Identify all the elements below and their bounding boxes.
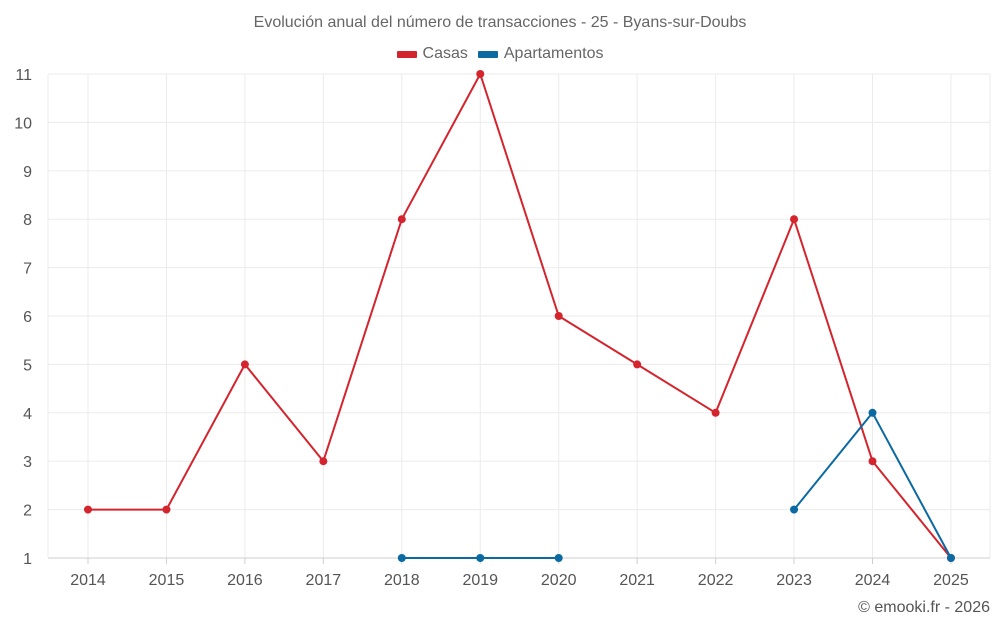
legend-item-apartamentos[interactable]: Apartamentos	[477, 45, 604, 63]
y-tick-label: 2	[23, 503, 32, 520]
data-point-casas	[319, 457, 328, 466]
x-tick-label: 2017	[306, 572, 342, 589]
x-tick-label: 2014	[70, 572, 106, 589]
footer-credit: © emooki.fr - 2026	[858, 599, 990, 616]
x-tick-label: 2023	[776, 572, 812, 589]
y-tick-label: 9	[23, 164, 32, 181]
x-tick-label: 2018	[384, 572, 420, 589]
data-point-casas	[84, 505, 92, 514]
data-point-casas	[240, 360, 249, 369]
y-tick-label: 8	[23, 212, 32, 229]
data-point-casas	[711, 408, 720, 417]
data-point-casas	[476, 70, 485, 78]
y-tick-label: 5	[23, 357, 32, 374]
x-tick-label: 2020	[541, 572, 577, 589]
y-tick-label: 4	[23, 406, 32, 423]
data-point-apartamentos	[476, 554, 485, 562]
y-tick-label: 11	[15, 67, 32, 84]
legend-label-casas: Casas	[422, 45, 468, 62]
legend-item-casas[interactable]: Casas	[396, 45, 468, 63]
x-tick-label: 2021	[619, 572, 655, 589]
y-tick-label: 6	[23, 309, 32, 326]
data-point-casas	[868, 457, 877, 466]
legend-swatch-casas	[396, 50, 417, 58]
data-point-apartamentos	[554, 554, 563, 562]
data-point-apartamentos	[397, 554, 406, 562]
x-tick-label: 2015	[149, 572, 185, 589]
data-point-apartamentos	[790, 505, 799, 514]
legend-swatch-apartamentos	[477, 50, 498, 58]
chart-title: Evolución anual del número de transaccio…	[253, 14, 747, 31]
data-point-casas	[397, 215, 406, 224]
legend-label-apartamentos: Apartamentos	[503, 45, 604, 62]
x-tick-label: 2022	[698, 572, 734, 589]
y-tick-label: 1	[23, 551, 32, 568]
y-tick-label: 7	[23, 261, 32, 278]
y-tick-label: 10	[14, 115, 32, 132]
data-point-casas	[790, 215, 799, 224]
x-tick-label: 2024	[855, 572, 891, 589]
data-point-casas	[633, 360, 642, 369]
y-tick-label: 3	[23, 454, 32, 471]
series-line-casas	[88, 73, 952, 559]
data-point-casas	[162, 505, 171, 514]
data-point-apartamentos	[946, 554, 955, 562]
data-point-casas	[554, 312, 563, 320]
x-tick-label: 2019	[462, 572, 498, 589]
x-tick-label: 2016	[227, 572, 263, 589]
legend: Casas Apartamentos	[0, 45, 1000, 63]
x-tick-label: 2025	[933, 572, 969, 589]
data-point-apartamentos	[868, 408, 877, 417]
